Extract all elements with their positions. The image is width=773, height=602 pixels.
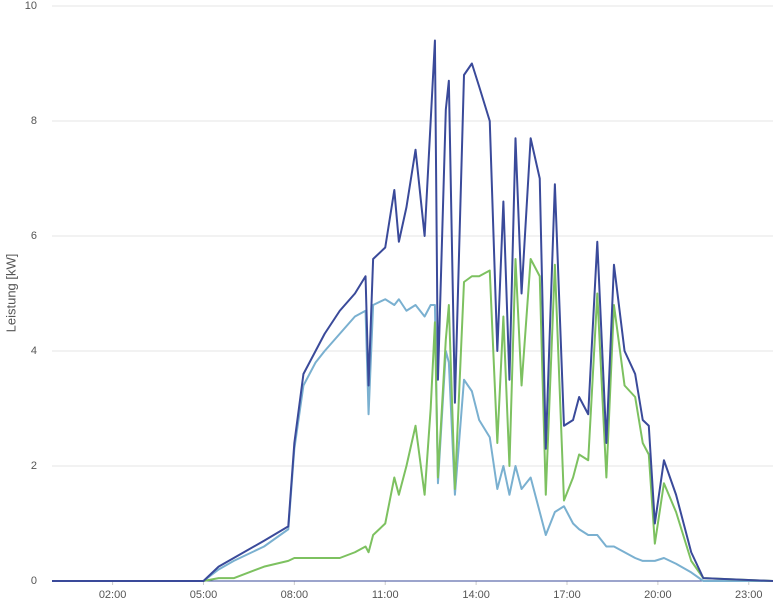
y-tick-label: 6: [31, 230, 37, 242]
x-tick-label: 17:00: [553, 589, 581, 601]
y-tick-label: 4: [31, 345, 37, 357]
y-tick-label: 8: [31, 115, 37, 127]
series-line: [52, 258, 773, 582]
y-tick-label: 0: [31, 575, 37, 587]
x-tick-label: 14:00: [462, 589, 490, 601]
x-tick-label: 23:00: [735, 589, 763, 601]
x-tick-label: 02:00: [99, 589, 127, 601]
x-tick-label: 11:00: [372, 589, 399, 601]
y-axis-label: Leistung [kW]: [3, 254, 18, 333]
x-tick-label: 05:00: [190, 589, 218, 601]
y-tick-label: 10: [25, 0, 37, 12]
x-tick-label: 20:00: [644, 589, 672, 601]
y-tick-label: 2: [31, 460, 37, 472]
series-line: [52, 39, 773, 582]
x-tick-label: 08:00: [281, 589, 309, 601]
series-line: [52, 298, 773, 582]
